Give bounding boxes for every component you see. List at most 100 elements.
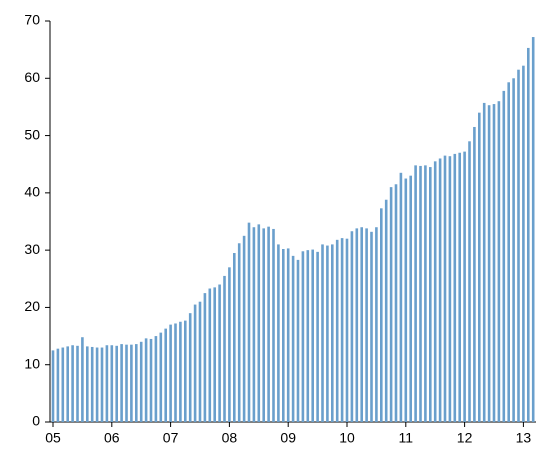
bar	[81, 337, 84, 422]
bar	[282, 248, 285, 422]
bar	[517, 69, 520, 422]
bar	[458, 152, 461, 422]
bar	[468, 141, 471, 423]
bar	[419, 165, 422, 422]
bar	[169, 324, 172, 422]
bar	[115, 345, 118, 422]
bar	[188, 313, 192, 422]
bar	[301, 251, 305, 422]
bar	[429, 167, 432, 422]
x-tick-label: 09	[280, 430, 296, 446]
bar	[277, 244, 280, 422]
bar	[497, 101, 501, 422]
bar	[144, 338, 148, 422]
y-tick-label: 70	[24, 12, 40, 28]
bar	[478, 112, 481, 423]
bar	[492, 104, 496, 423]
bar	[522, 65, 525, 422]
bar	[527, 47, 530, 422]
bar	[355, 228, 359, 422]
bar	[306, 250, 310, 422]
bar	[179, 321, 182, 422]
bar	[326, 245, 329, 422]
bar	[159, 332, 163, 422]
bar	[448, 156, 452, 423]
bar	[90, 346, 94, 422]
x-tick-label: 07	[163, 430, 179, 446]
bar	[135, 344, 138, 422]
bar	[267, 226, 270, 422]
bar	[164, 328, 167, 422]
bar	[291, 255, 295, 422]
bar	[340, 238, 344, 422]
bar	[61, 347, 65, 422]
y-tick-label: 0	[32, 413, 40, 429]
bar	[71, 345, 74, 422]
bar	[487, 105, 491, 423]
bar	[154, 336, 158, 422]
bar	[321, 244, 324, 422]
bar	[453, 153, 457, 422]
x-tick-label: 05	[45, 430, 61, 446]
bar	[237, 243, 241, 422]
y-tick-label: 50	[24, 126, 40, 142]
bar	[350, 231, 354, 422]
bar	[51, 350, 55, 422]
bar	[198, 301, 202, 422]
bar	[399, 172, 403, 422]
bar	[507, 82, 510, 422]
bar	[242, 235, 246, 422]
x-tick-label: 12	[457, 430, 473, 446]
bar	[95, 347, 99, 422]
bar	[433, 161, 437, 422]
bar	[174, 323, 177, 422]
x-tick-label: 11	[399, 430, 414, 446]
x-tick-label: 13	[516, 430, 532, 446]
x-tick-label: 10	[339, 430, 355, 446]
y-tick-label: 30	[24, 241, 40, 257]
bar	[105, 345, 109, 422]
bar	[56, 348, 60, 422]
bar	[272, 228, 275, 422]
bar	[257, 224, 261, 422]
bar	[375, 227, 378, 422]
bar	[389, 187, 393, 422]
bar	[370, 231, 373, 422]
bar	[311, 249, 314, 422]
bar	[296, 259, 300, 422]
bar	[223, 275, 226, 422]
bar	[482, 102, 486, 422]
bar	[384, 199, 388, 422]
bar	[130, 344, 133, 422]
bar	[331, 244, 334, 422]
y-tick-label: 60	[24, 69, 40, 85]
bar	[335, 239, 339, 422]
bar	[247, 222, 251, 422]
bar	[203, 293, 207, 422]
bar	[218, 284, 221, 422]
bar	[463, 151, 466, 422]
bar	[512, 78, 515, 423]
bar	[345, 238, 349, 422]
y-tick-label: 10	[24, 355, 40, 371]
bar	[228, 267, 231, 422]
bar	[502, 90, 506, 422]
bar	[110, 345, 114, 422]
x-tick-label: 06	[104, 430, 120, 446]
bar	[414, 165, 417, 423]
bar	[120, 344, 123, 422]
bar	[262, 228, 265, 422]
bar	[424, 165, 427, 423]
bar	[365, 228, 368, 422]
bar	[139, 341, 143, 422]
bar	[86, 346, 89, 422]
bar	[125, 344, 128, 422]
bar	[208, 288, 212, 422]
x-tick-label: 08	[222, 430, 238, 446]
bar	[233, 253, 236, 422]
y-tick-label: 20	[24, 298, 40, 314]
bar	[286, 248, 290, 422]
bar	[438, 158, 442, 422]
